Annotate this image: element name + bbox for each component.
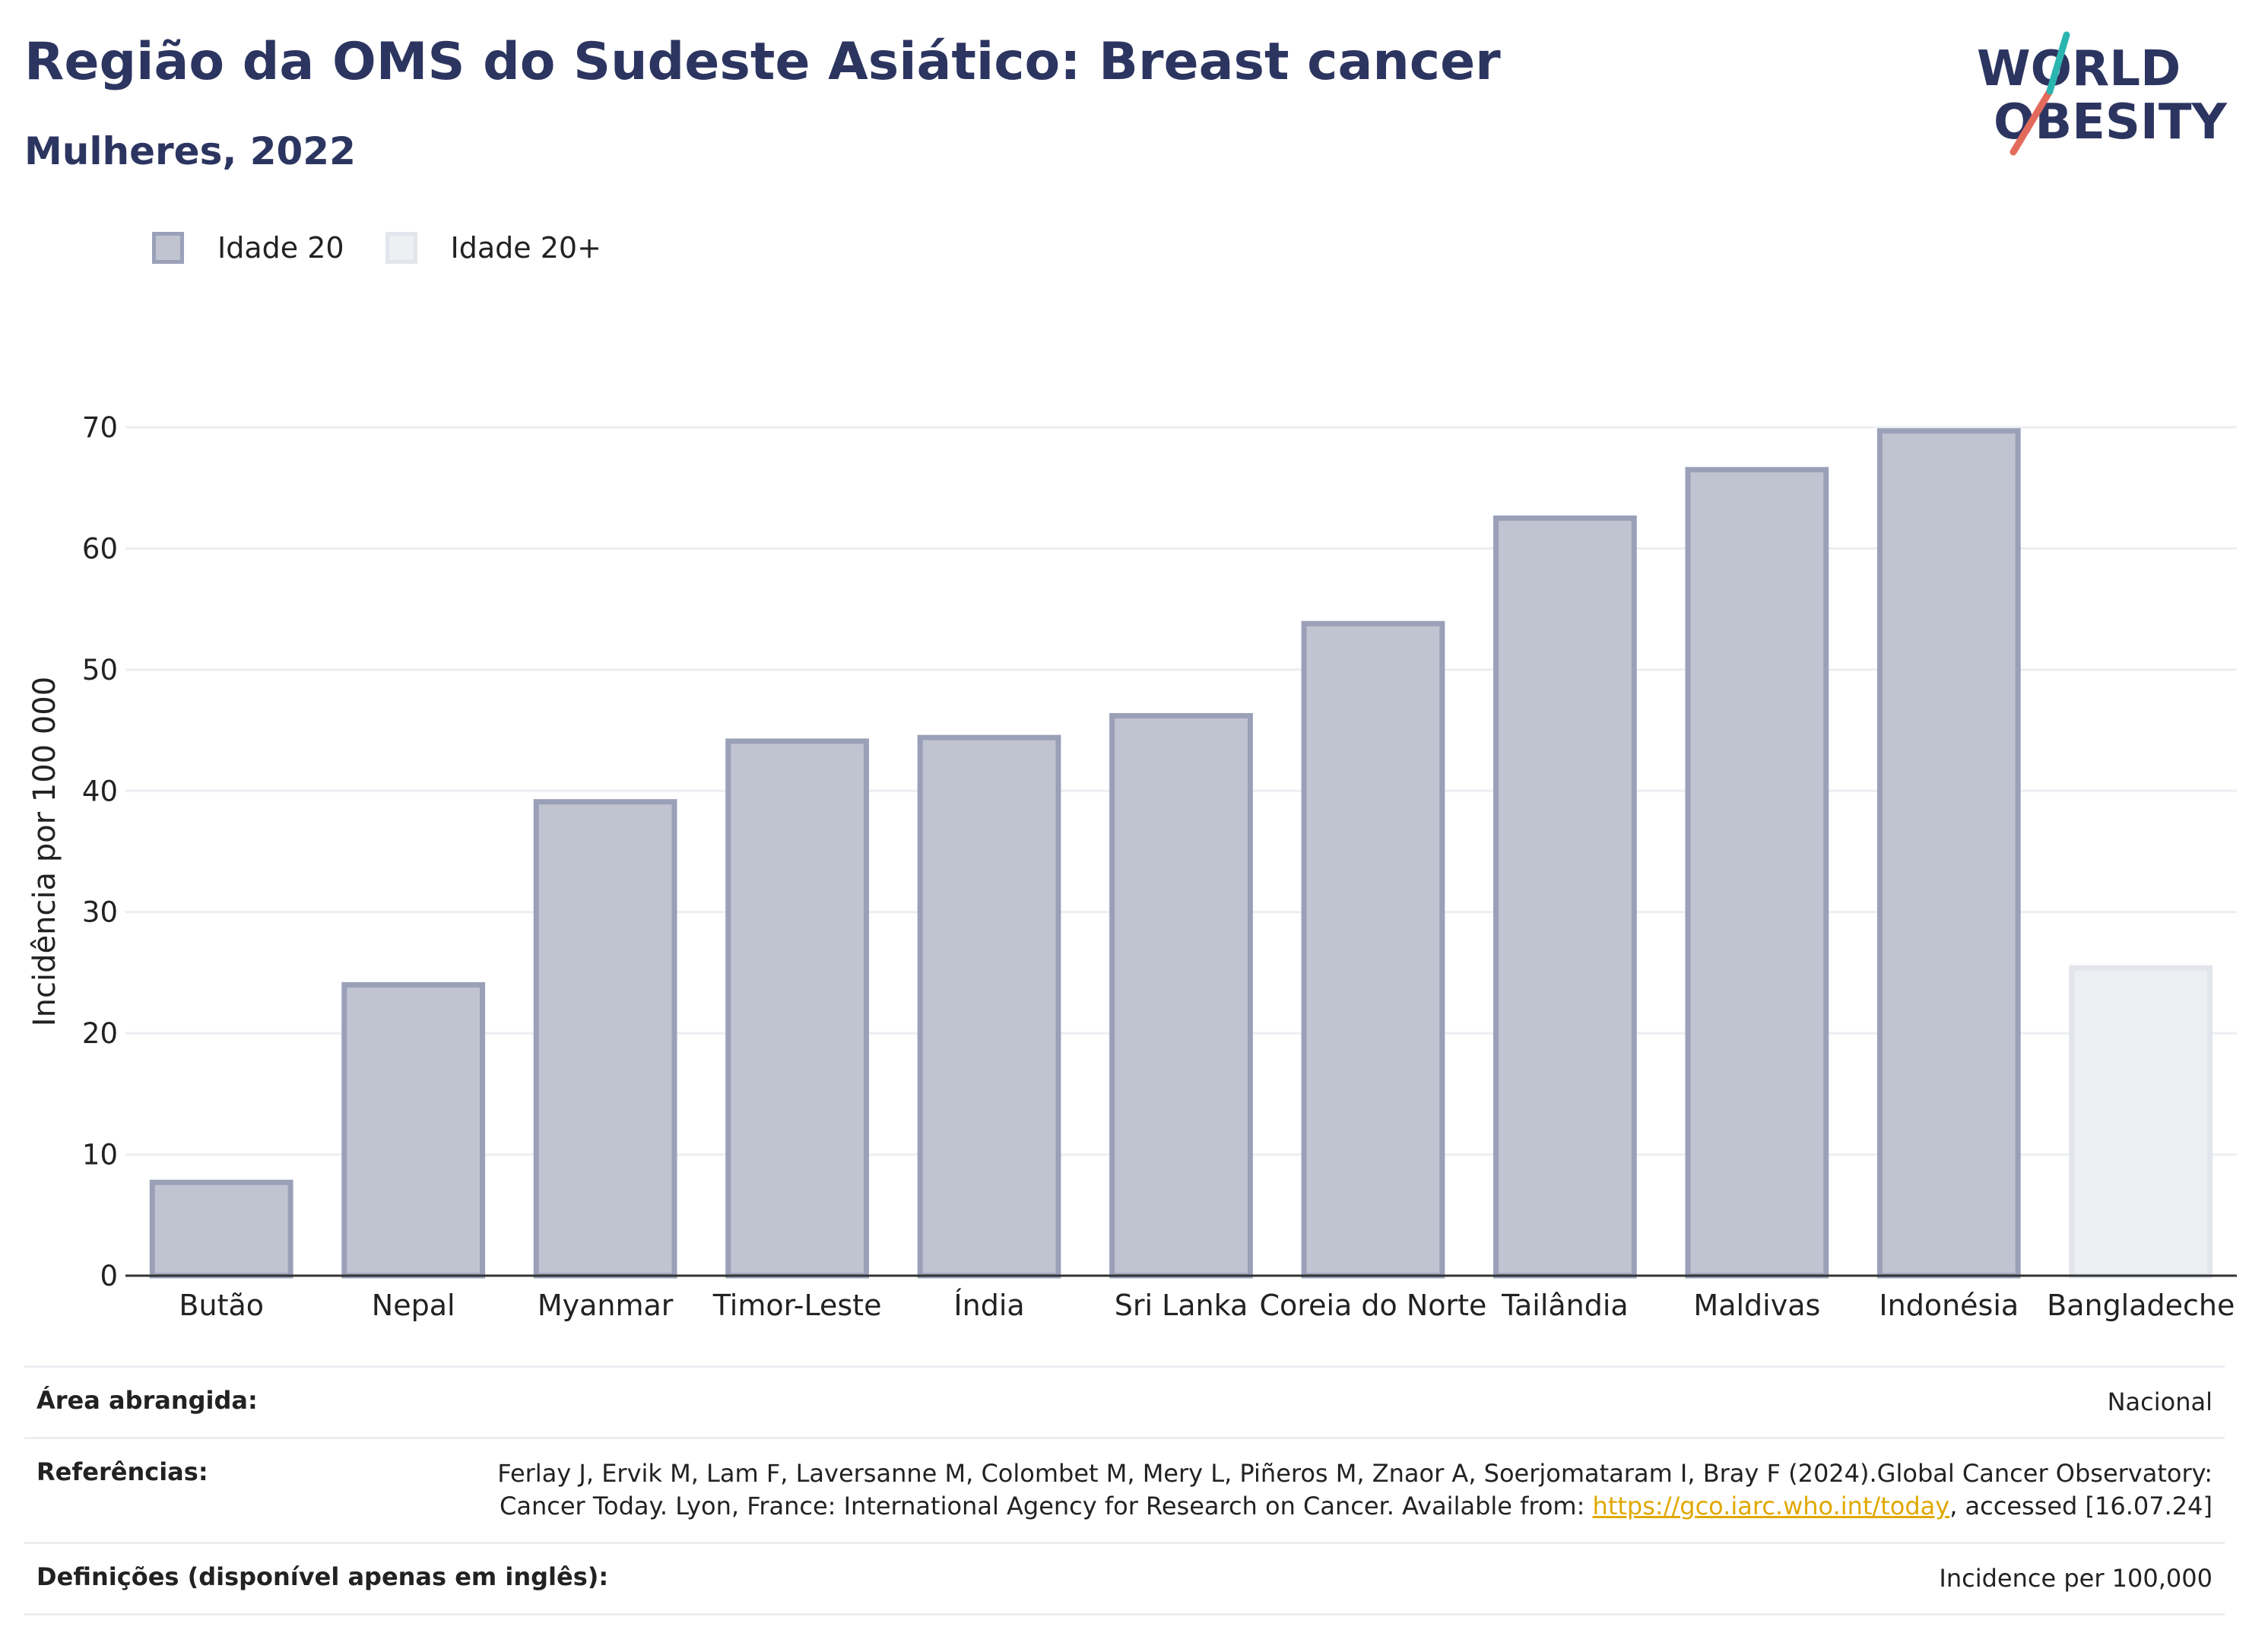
footer-definitions-value: Incidence per 100,000 [1939, 1563, 2213, 1593]
y-tick-label: 70 [82, 411, 118, 444]
legend-swatch-idade-20 [152, 232, 184, 264]
footer-row-area: Área abrangida: Nacional [24, 1365, 2225, 1437]
x-tick-label: Timor-Leste [712, 1289, 882, 1322]
x-tick-label: Tailândia [1501, 1289, 1629, 1322]
bar-8 [1685, 467, 1829, 1279]
footer-references-link[interactable]: https://gco.iarc.who.int/today [1592, 1492, 1950, 1521]
x-tick-label: Coreia do Norte [1260, 1289, 1487, 1322]
x-tick-label: Sri Lanka [1115, 1289, 1248, 1322]
y-tick-label: 20 [82, 1017, 118, 1050]
bar-3 [725, 738, 869, 1279]
bar-2 [533, 799, 677, 1279]
x-tick-label: Indonésia [1879, 1289, 2019, 1322]
legend-item-idade-20-plus[interactable]: Idade 20+ [385, 231, 601, 265]
x-tick-label: Maldivas [1693, 1289, 1820, 1322]
footer-row-definitions: Definições (disponível apenas em inglês)… [24, 1541, 2225, 1616]
bar-chart: 0 10 20 30 40 50 60 70 Incidência por 100 000 But… [27, 411, 2237, 1322]
y-tick-label: 30 [82, 896, 118, 929]
legend-label-idade-20-plus: Idade 20+ [450, 231, 601, 265]
legend: Idade 20 Idade 20+ [152, 227, 642, 269]
bar-4 [917, 734, 1061, 1279]
x-tick-label: Nepal [372, 1289, 455, 1322]
bar-9 [1876, 428, 2021, 1279]
footer-row-references: Referências: Ferlay J, Ervik M, Lam F, L… [24, 1437, 2225, 1541]
footer-references-label: Referências: [36, 1457, 208, 1487]
logo-slash-red [2010, 87, 2054, 156]
footer-references-text-2: , accessed [16.07.24] [1949, 1492, 2213, 1521]
bar-5 [1109, 712, 1253, 1279]
footer-references-value: Ferlay J, Ervik M, Lam F, Laversanne M, … [464, 1457, 2213, 1523]
footer-definitions-label: Definições (disponível apenas em inglês)… [36, 1562, 609, 1591]
footer-area-value: Nacional [2107, 1387, 2213, 1416]
y-tick-label: 40 [82, 775, 118, 807]
y-tick-label: 50 [82, 654, 118, 686]
bar-7 [1493, 515, 1637, 1279]
footer-area-label: Área abrangida: [36, 1386, 258, 1415]
chart-title: Região da OMS do Sudeste Asiático: Breas… [24, 32, 1501, 92]
x-tick-label: Índia [953, 1289, 1024, 1322]
bar-10 [2069, 965, 2213, 1279]
legend-label-idade-20: Idade 20 [217, 231, 344, 265]
y-tick-label: 60 [82, 532, 118, 565]
footer-references-text-1: Ferlay J, Ervik M, Lam F, Laversanne M, … [497, 1459, 2213, 1521]
y-tick-label: 0 [100, 1260, 118, 1292]
y-axis-title: Incidência por 100 000 [27, 677, 62, 1026]
legend-item-idade-20[interactable]: Idade 20 [152, 231, 344, 265]
bar-0 [149, 1179, 293, 1279]
bar-6 [1301, 620, 1445, 1279]
x-tick-label: Butão [179, 1289, 264, 1322]
chart-footer: Área abrangida: Nacional Referências: Fe… [24, 1365, 2225, 1616]
x-tick-label: Myanmar [538, 1289, 674, 1322]
legend-swatch-idade-20-plus [385, 232, 417, 264]
x-tick-label: Bangladeche [2047, 1289, 2235, 1322]
logo-text-world: WORLD [1977, 41, 2181, 97]
chart-subtitle: Mulheres, 2022 [24, 129, 356, 173]
logo-slash-teal [2046, 31, 2070, 95]
world-obesity-logo: WORLD OBESITY [1977, 31, 2227, 156]
y-tick-label: 10 [82, 1139, 118, 1172]
bar-1 [341, 981, 486, 1279]
